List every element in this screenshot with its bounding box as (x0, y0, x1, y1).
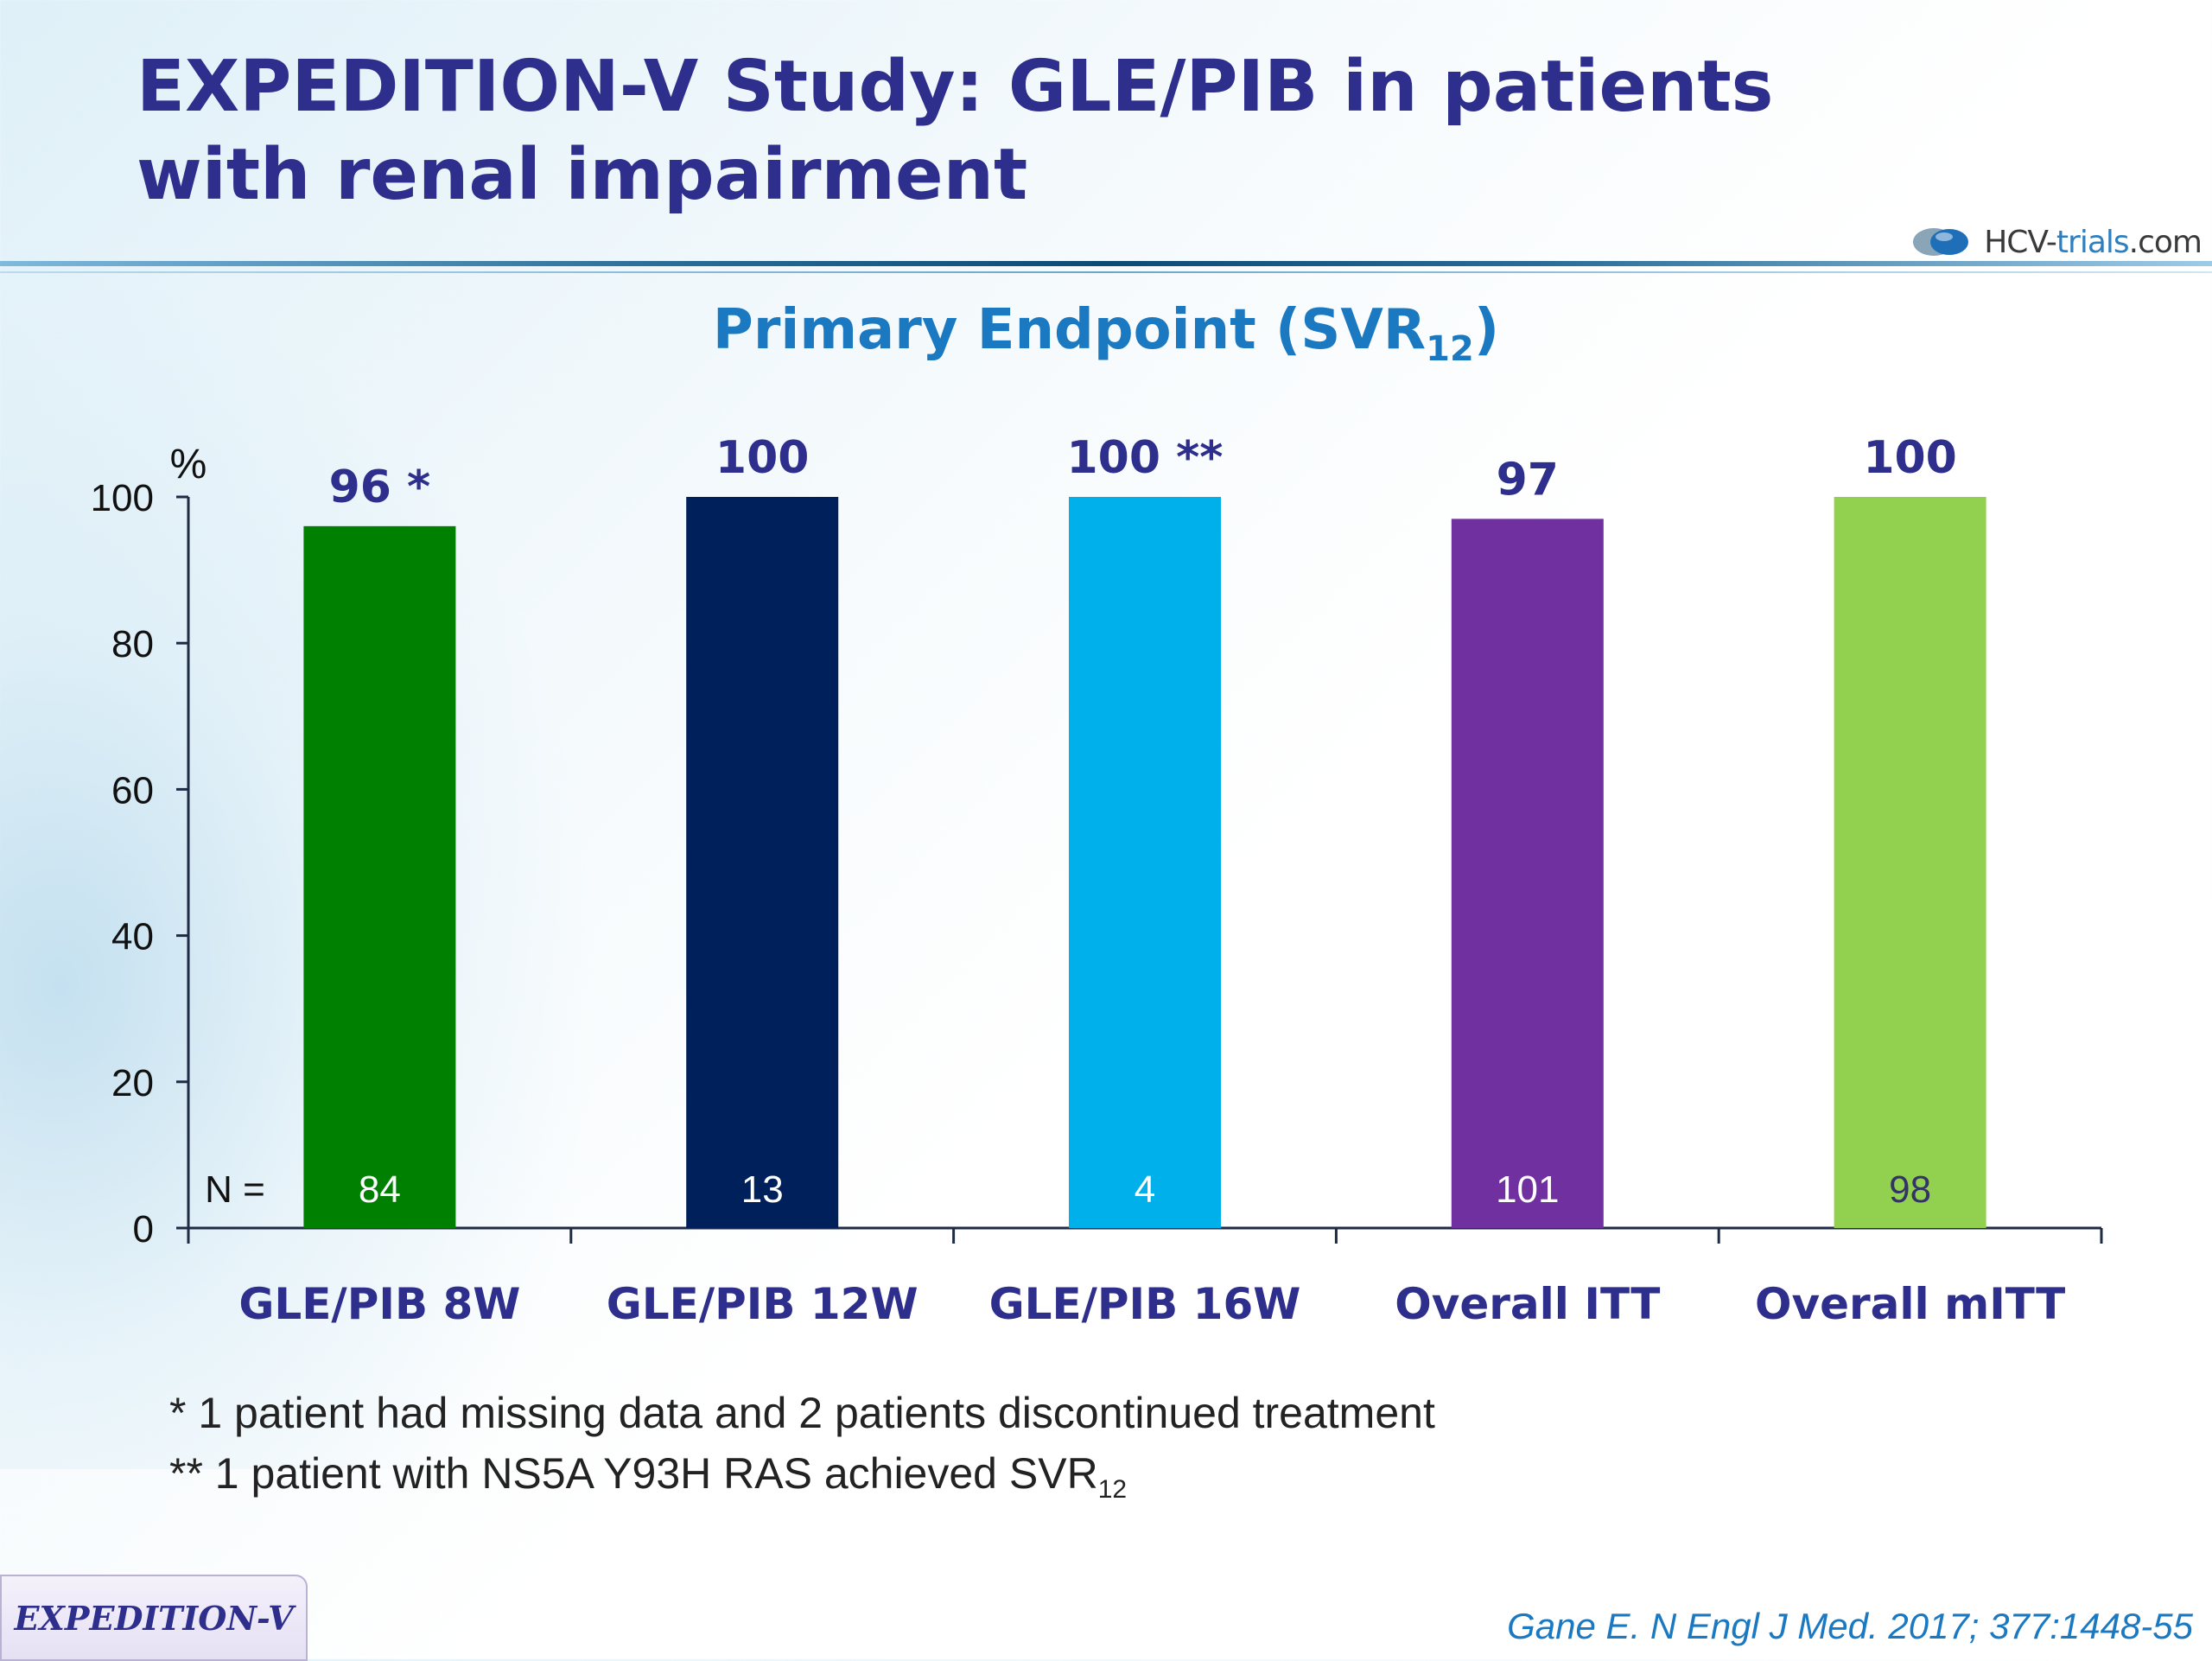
background-decoration (0, 259, 605, 1469)
x-tick-label: GLE/PIB 16W (989, 1279, 1301, 1329)
bar (686, 497, 839, 1228)
x-tick-label: Overall ITT (1395, 1279, 1660, 1329)
bar (1451, 519, 1604, 1228)
bar (1069, 497, 1221, 1228)
y-axis-label: % (170, 442, 207, 487)
bar (303, 525, 456, 1228)
bar-n-label: 101 (1496, 1168, 1559, 1211)
chart-title: Primary Endpoint (SVR12) (712, 298, 1500, 369)
bar-chart: 0 20 40 60 80 100% N = 96 * 84 GLE/PIB 8W 100 13 GLE… (91, 432, 2103, 1329)
capsule-logo-icon (1913, 228, 1969, 256)
y-tick-label: 20 (111, 1062, 154, 1104)
citation: Gane E. N Engl J Med. 2017; 377:1448-55 (1507, 1606, 2193, 1646)
hcv-trials-logo: HCV-trials.com (1910, 216, 2202, 268)
bar-n-label: 4 (1135, 1168, 1155, 1211)
bar-value-label: 100 (1863, 432, 1957, 484)
bar-n-label: 98 (1889, 1168, 1931, 1211)
bar-value-label: 100 (715, 432, 810, 484)
y-tick-label: 80 (111, 623, 154, 665)
bar-n-label: 84 (359, 1168, 401, 1211)
logo-text: HCV-trials.com (1984, 224, 2202, 260)
bar-value-label: 100 ** (1066, 432, 1223, 484)
header-divider (0, 261, 2212, 266)
bar-value-label: 96 * (329, 461, 431, 513)
study-badge: EXPEDITION-V (0, 1575, 308, 1661)
x-tick-label: Overall mITT (1755, 1279, 2065, 1329)
footnote-1: * 1 patient had missing data and 2 patie… (169, 1389, 1435, 1437)
y-tick-label: 60 (111, 769, 154, 811)
bar (1834, 497, 1986, 1228)
y-tick-label: 100 (91, 477, 154, 519)
bar-n-label: 13 (741, 1168, 784, 1211)
y-tick-label: 0 (133, 1208, 154, 1251)
x-tick-label: GLE/PIB 8W (238, 1279, 520, 1329)
slide-title-line-2: with renal impairment (137, 134, 1028, 216)
slide-title: EXPEDITION-V Study: GLE/PIB in patients … (137, 43, 2037, 220)
footnotes: * 1 patient had missing data and 2 patie… (169, 1383, 1435, 1520)
y-tick-label: 40 (111, 916, 154, 958)
n-label: N = (205, 1168, 265, 1211)
x-tick-label: GLE/PIB 12W (607, 1279, 918, 1329)
slide-title-line-1: EXPEDITION-V Study: GLE/PIB in patients (137, 46, 1774, 128)
bar-value-label: 97 (1497, 454, 1559, 506)
header-divider-thin (0, 271, 2212, 273)
footnote-2: ** 1 patient with NS5A Y93H RAS achieved… (169, 1449, 1128, 1504)
